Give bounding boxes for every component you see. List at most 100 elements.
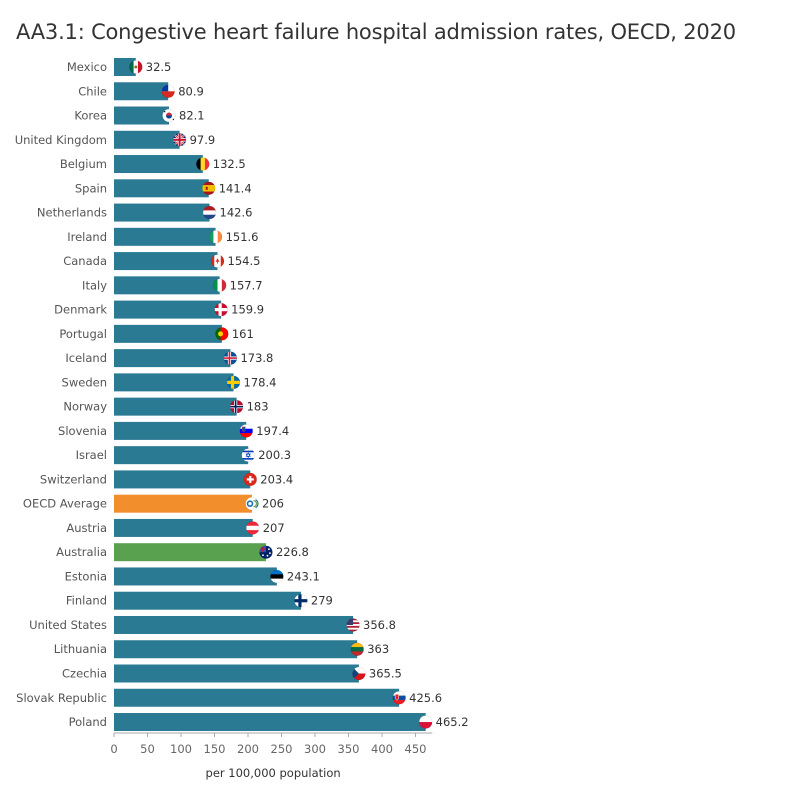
bar-iceland[interactable] (114, 349, 231, 368)
bar-finland[interactable] (114, 591, 301, 610)
bar-united-states[interactable] (114, 615, 354, 634)
x-axis: 0 50 100 150 200 250 300 350 400 450 per 100,000 p… (110, 732, 433, 780)
value-label-lithuania: 363 (367, 642, 389, 656)
bar-row-oecd-average: OECD Average 206 (23, 494, 284, 513)
bar-spain[interactable] (114, 179, 209, 198)
bar-denmark[interactable] (114, 300, 222, 319)
value-label-denmark: 159.9 (231, 303, 264, 317)
value-label-korea: 82.1 (179, 109, 205, 123)
value-label-estonia: 243.1 (287, 569, 320, 583)
bar-chile[interactable] (114, 82, 169, 101)
value-label-norway: 183 (247, 400, 269, 414)
bar-slovak-republic[interactable] (114, 688, 400, 707)
bar-italy[interactable] (114, 276, 220, 295)
flag-outline (196, 157, 210, 171)
bar-israel[interactable] (114, 446, 249, 465)
bar-austria[interactable] (114, 518, 253, 537)
category-label-denmark: Denmark (54, 303, 107, 317)
bar-row-belgium: Belgium 132.5 (60, 155, 246, 174)
value-label-italy: 157.7 (230, 278, 263, 292)
value-label-australia: 226.8 (276, 545, 309, 559)
chart-title: AA3.1: Congestive heart failure hospital… (16, 20, 736, 44)
bar-row-canada: Canada 154.5 (63, 252, 261, 271)
value-label-ireland: 151.6 (226, 230, 259, 244)
estonia-flag-icon (270, 569, 284, 583)
slovak-republic-flag-icon (392, 691, 406, 705)
flag-outline (259, 545, 273, 559)
bar-netherlands[interactable] (114, 203, 210, 222)
netherlands-flag-icon (203, 206, 217, 220)
bar-ireland[interactable] (114, 227, 216, 246)
value-label-austria: 207 (263, 521, 285, 535)
value-label-canada: 154.5 (228, 254, 261, 268)
oecd-logo-icon (245, 497, 259, 511)
x-tick-label: 400 (371, 742, 393, 756)
bar-oecd-average[interactable] (114, 494, 253, 513)
bar-row-estonia: Estonia 243.1 (65, 567, 320, 586)
czechia-flag-icon (352, 667, 366, 680)
flag-outline (212, 278, 227, 293)
value-label-slovak-republic: 425.6 (409, 691, 442, 705)
bar-slovenia[interactable] (114, 421, 247, 440)
flag-outline (162, 108, 176, 123)
norway-flag-icon (230, 400, 244, 414)
bar-row-czechia: Czechia 365.5 (62, 664, 402, 683)
bar-mexico[interactable] (114, 58, 136, 76)
x-tick-label: 50 (140, 742, 155, 756)
mexico-flag-icon (129, 60, 143, 74)
flag-outline (214, 302, 228, 317)
bar-norway[interactable] (114, 397, 237, 416)
flag-outline (215, 327, 229, 341)
flag-outline (223, 351, 238, 365)
category-label-poland: Poland (69, 715, 107, 729)
category-label-czechia: Czechia (62, 667, 107, 681)
bar-canada[interactable] (114, 252, 218, 271)
flag-outline (245, 521, 260, 535)
bar-belgium[interactable] (114, 155, 203, 174)
bar-czechia[interactable] (114, 664, 359, 683)
flag-outline (129, 60, 143, 74)
australia-flag-icon (259, 545, 273, 559)
bar-united-kingdom[interactable] (114, 130, 180, 149)
value-label-slovenia: 197.4 (256, 424, 289, 438)
ireland-flag-icon (209, 230, 223, 244)
flag-outline (229, 399, 244, 414)
value-label-israel: 200.3 (258, 448, 291, 462)
value-label-switzerland: 203.4 (260, 472, 293, 486)
bar-row-poland: Poland 465.2 (69, 713, 469, 732)
korea-flag-icon (162, 109, 176, 123)
category-label-austria: Austria (66, 521, 107, 535)
slovenia-flag-icon (239, 424, 253, 438)
category-label-belgium: Belgium (60, 157, 107, 171)
bar-row-netherlands: Netherlands 142.6 (37, 203, 252, 222)
bar-estonia[interactable] (114, 567, 277, 586)
flag-outline (350, 642, 364, 656)
bar-sweden[interactable] (114, 373, 234, 392)
flag-outline (202, 205, 217, 220)
bar-korea[interactable] (114, 106, 170, 125)
austria-flag-icon (246, 521, 260, 535)
value-label-mexico: 32.5 (146, 60, 172, 74)
united-kingdom-flag-icon (173, 133, 187, 147)
value-label-portugal: 161 (232, 327, 254, 341)
flag-outline (352, 666, 366, 681)
bar-switzerland[interactable] (114, 470, 251, 489)
bar-row-australia: Australia 226.8 (56, 543, 309, 562)
x-tick-label: 300 (304, 742, 326, 756)
portugal-flag-icon (215, 327, 229, 341)
bar-row-portugal: Portugal 161 (59, 324, 254, 343)
bar-row-united-states: United States 356.8 (29, 615, 396, 634)
category-label-oecd-average: OECD Average (23, 497, 107, 511)
bar-australia[interactable] (114, 543, 266, 562)
bar-row-italy: Italy 157.7 (82, 276, 263, 295)
value-label-united-kingdom: 97.9 (190, 133, 216, 147)
flag-outline (346, 618, 360, 632)
flag-outline (161, 84, 175, 99)
united-states-flag-icon (346, 618, 360, 632)
bar-poland[interactable] (114, 713, 426, 732)
bar-row-iceland: Iceland 173.8 (65, 349, 273, 368)
bar-lithuania[interactable] (114, 640, 358, 659)
flag-outline (418, 715, 433, 729)
bar-row-denmark: Denmark 159.9 (54, 300, 264, 319)
bar-portugal[interactable] (114, 324, 222, 343)
